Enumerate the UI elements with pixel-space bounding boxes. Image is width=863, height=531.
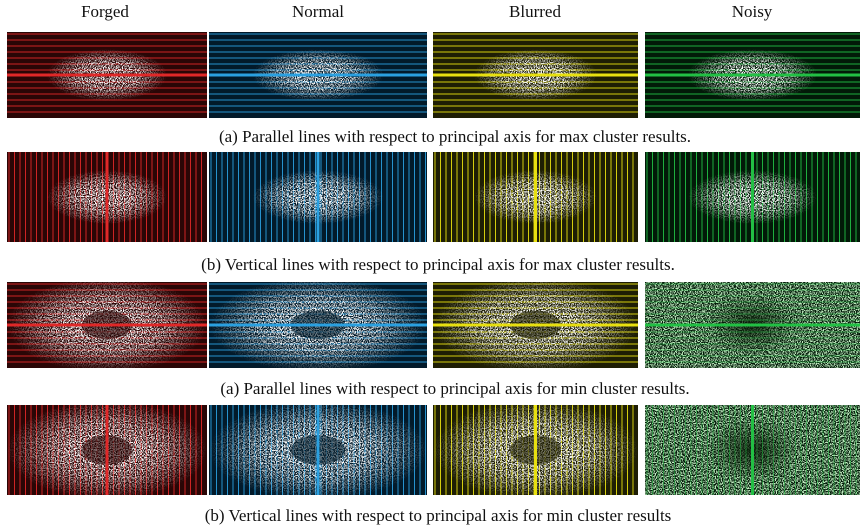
image-panel <box>645 32 860 118</box>
panel-content <box>645 405 860 495</box>
panel-content <box>7 278 207 373</box>
image-panel <box>7 401 207 500</box>
panel-content <box>7 32 207 118</box>
column-header: Blurred <box>509 2 561 21</box>
image-panel <box>433 152 638 242</box>
panel-content <box>209 32 427 118</box>
panel-content <box>7 401 207 500</box>
image-panel <box>209 401 427 500</box>
image-panel <box>7 32 207 118</box>
caption: (a) Parallel lines with respect to princ… <box>219 127 691 146</box>
panel-content <box>645 152 860 242</box>
panel-content <box>209 152 427 242</box>
panel-content <box>645 32 860 118</box>
image-panel <box>645 152 860 242</box>
panel-content <box>7 152 207 242</box>
image-panel <box>209 278 427 373</box>
image-panel <box>209 152 427 242</box>
image-panel <box>433 278 638 373</box>
caption: (b) Vertical lines with respect to princ… <box>201 255 675 274</box>
panel-content <box>209 278 427 373</box>
image-panel <box>645 405 860 495</box>
column-header: Normal <box>292 2 344 21</box>
image-panel <box>7 278 207 373</box>
panel-content <box>433 401 638 500</box>
caption: (a) Parallel lines with respect to princ… <box>220 379 689 398</box>
panel-content <box>209 401 427 500</box>
panel-content <box>433 278 638 373</box>
image-panel <box>645 282 860 368</box>
image-panel <box>433 401 638 500</box>
caption: (b) Vertical lines with respect to princ… <box>205 506 672 525</box>
column-header: Forged <box>81 2 129 21</box>
panel-content <box>433 32 638 118</box>
image-panel <box>7 152 207 242</box>
panel-content <box>645 282 860 368</box>
image-panel <box>209 32 427 118</box>
figure: Forged Normal Blurred Noisy (a) Parallel lin… <box>0 0 863 531</box>
column-header: Noisy <box>732 2 773 21</box>
image-panel <box>433 32 638 118</box>
panel-content <box>433 152 638 242</box>
